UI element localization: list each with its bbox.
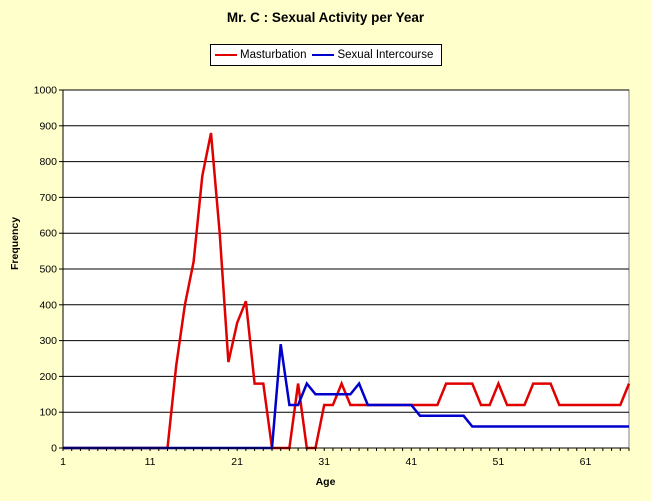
gridlines <box>63 89 629 413</box>
x-axis-label: Age <box>315 476 336 488</box>
legend-label-masturbation: Masturbation <box>240 49 307 61</box>
chart-legend: Masturbation Sexual Intercourse <box>210 44 442 66</box>
legend-swatch-masturbation <box>215 54 237 56</box>
y-tick-label: 600 <box>39 228 57 240</box>
y-tick-label: 900 <box>39 120 57 132</box>
y-tick-label: 200 <box>39 371 57 383</box>
y-tick-label: 0 <box>51 443 57 455</box>
y-tick-label: 700 <box>39 192 57 204</box>
legend-swatch-sexual-intercourse <box>312 54 335 56</box>
x-tick-label: 21 <box>231 456 243 468</box>
y-axis-ticks: 0 100 200 300 400 500 600 700 800 900 1000 <box>34 85 64 455</box>
legend-label-sexual-intercourse: Sexual Intercourse <box>337 49 434 61</box>
y-tick-label: 800 <box>39 156 57 168</box>
x-tick-label: 61 <box>580 456 592 468</box>
x-axis-ticks: 1 11 21 31 41 51 61 <box>60 447 630 468</box>
chart-title: Mr. C : Sexual Activity per Year <box>226 10 425 25</box>
y-tick-label: 500 <box>39 264 57 276</box>
y-tick-label: 100 <box>39 407 57 419</box>
x-tick-label: 51 <box>493 456 505 468</box>
legend-item-masturbation: Masturbation <box>215 49 306 61</box>
y-axis-label: Frequency <box>9 216 21 270</box>
x-tick-label: 31 <box>318 456 330 468</box>
y-tick-label: 300 <box>39 335 57 347</box>
y-tick-label: 1000 <box>34 85 58 97</box>
x-tick-label: 1 <box>60 456 66 468</box>
legend-item-sexual-intercourse: Sexual Intercourse <box>312 49 433 61</box>
y-tick-label: 400 <box>39 299 57 311</box>
x-tick-label: 41 <box>405 456 417 468</box>
x-tick-label: 11 <box>145 456 156 468</box>
